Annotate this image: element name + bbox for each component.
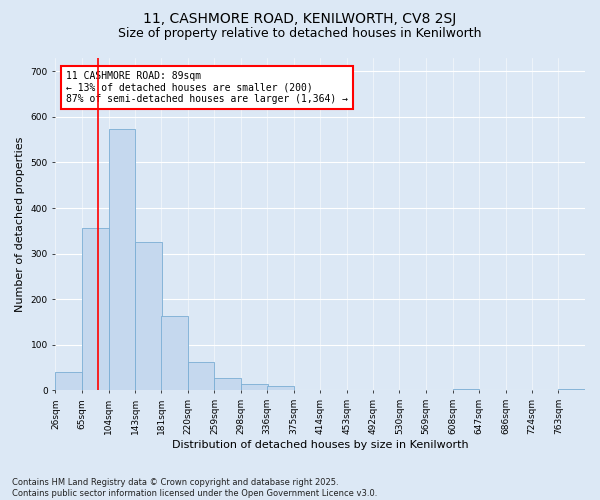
Bar: [82, 228, 109, 390]
Bar: [241, 384, 268, 390]
Bar: [109, 129, 135, 390]
Bar: [188, 362, 214, 390]
Bar: [214, 378, 241, 390]
Text: Contains HM Land Registry data © Crown copyright and database right 2025.
Contai: Contains HM Land Registry data © Crown c…: [12, 478, 377, 498]
X-axis label: Distribution of detached houses by size in Kenilworth: Distribution of detached houses by size …: [172, 440, 469, 450]
Text: Size of property relative to detached houses in Kenilworth: Size of property relative to detached ho…: [118, 28, 482, 40]
Bar: [267, 386, 293, 390]
Y-axis label: Number of detached properties: Number of detached properties: [15, 136, 25, 312]
Bar: [55, 372, 82, 390]
Bar: [559, 389, 585, 390]
Text: 11, CASHMORE ROAD, KENILWORTH, CV8 2SJ: 11, CASHMORE ROAD, KENILWORTH, CV8 2SJ: [143, 12, 457, 26]
Bar: [452, 388, 479, 390]
Bar: [161, 316, 188, 390]
Bar: [135, 242, 162, 390]
Text: 11 CASHMORE ROAD: 89sqm
← 13% of detached houses are smaller (200)
87% of semi-d: 11 CASHMORE ROAD: 89sqm ← 13% of detache…: [66, 71, 348, 104]
